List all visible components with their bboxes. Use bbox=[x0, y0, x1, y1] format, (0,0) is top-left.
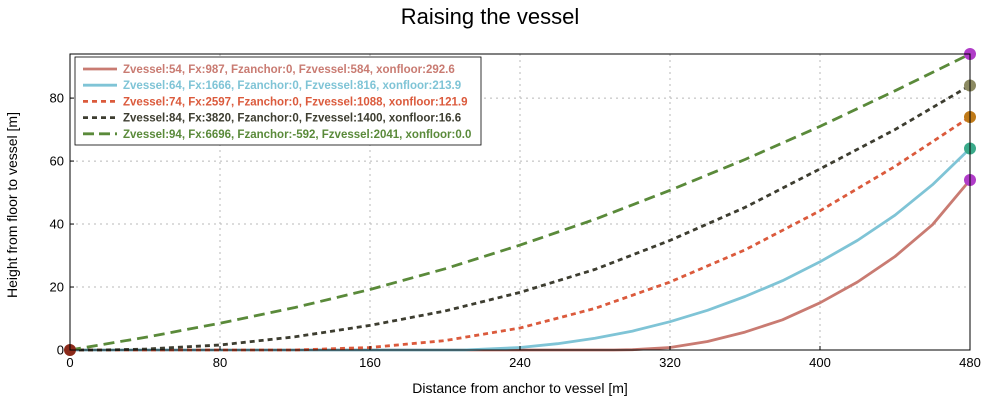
x-tick-label: 320 bbox=[659, 355, 681, 370]
legend-label: Zvessel:74, Fx:2597, Fzanchor:0, Fzvesse… bbox=[123, 96, 468, 108]
y-tick-label: 0 bbox=[57, 343, 64, 358]
legend-label: Zvessel:64, Fx:1666, Fzanchor:0, Fzvesse… bbox=[123, 80, 461, 92]
x-tick-label: 160 bbox=[359, 355, 381, 370]
x-tick-label: 0 bbox=[66, 355, 73, 370]
y-tick-label: 80 bbox=[50, 91, 64, 106]
y-tick-label: 20 bbox=[50, 280, 64, 295]
y-axis-label: Height from floor to vessel [m] bbox=[4, 112, 20, 298]
series-line bbox=[70, 147, 971, 352]
y-tick-label: 60 bbox=[50, 154, 64, 169]
legend: Zvessel:54, Fx:987, Fzanchor:0, Fzvessel… bbox=[74, 56, 482, 146]
series-line bbox=[69, 52, 971, 352]
x-tick-label: 400 bbox=[809, 355, 831, 370]
series-line bbox=[70, 84, 971, 352]
y-tick-label: 40 bbox=[50, 217, 64, 232]
x-tick-label: 480 bbox=[959, 355, 981, 370]
chart-title: Raising the vessel bbox=[401, 4, 580, 29]
x-axis-label: Distance from anchor to vessel [m] bbox=[412, 380, 628, 396]
series-line bbox=[70, 115, 971, 352]
x-axis-ticks: 0 80 160 240 320 400 480 bbox=[66, 346, 981, 370]
legend-label: Zvessel:54, Fx:987, Fzanchor:0, Fzvessel… bbox=[123, 64, 455, 76]
y-axis-ticks: 0 20 40 60 80 bbox=[50, 91, 74, 358]
legend-label: Zvessel:94, Fx:6696, Fzanchor:-592, Fzve… bbox=[123, 129, 471, 141]
legend-box bbox=[74, 56, 482, 146]
x-tick-label: 240 bbox=[509, 355, 531, 370]
x-tick-label: 80 bbox=[213, 355, 227, 370]
legend-label: Zvessel:84, Fx:3820, Fzanchor:0, Fzvesse… bbox=[123, 113, 461, 125]
series-lines bbox=[69, 52, 972, 352]
